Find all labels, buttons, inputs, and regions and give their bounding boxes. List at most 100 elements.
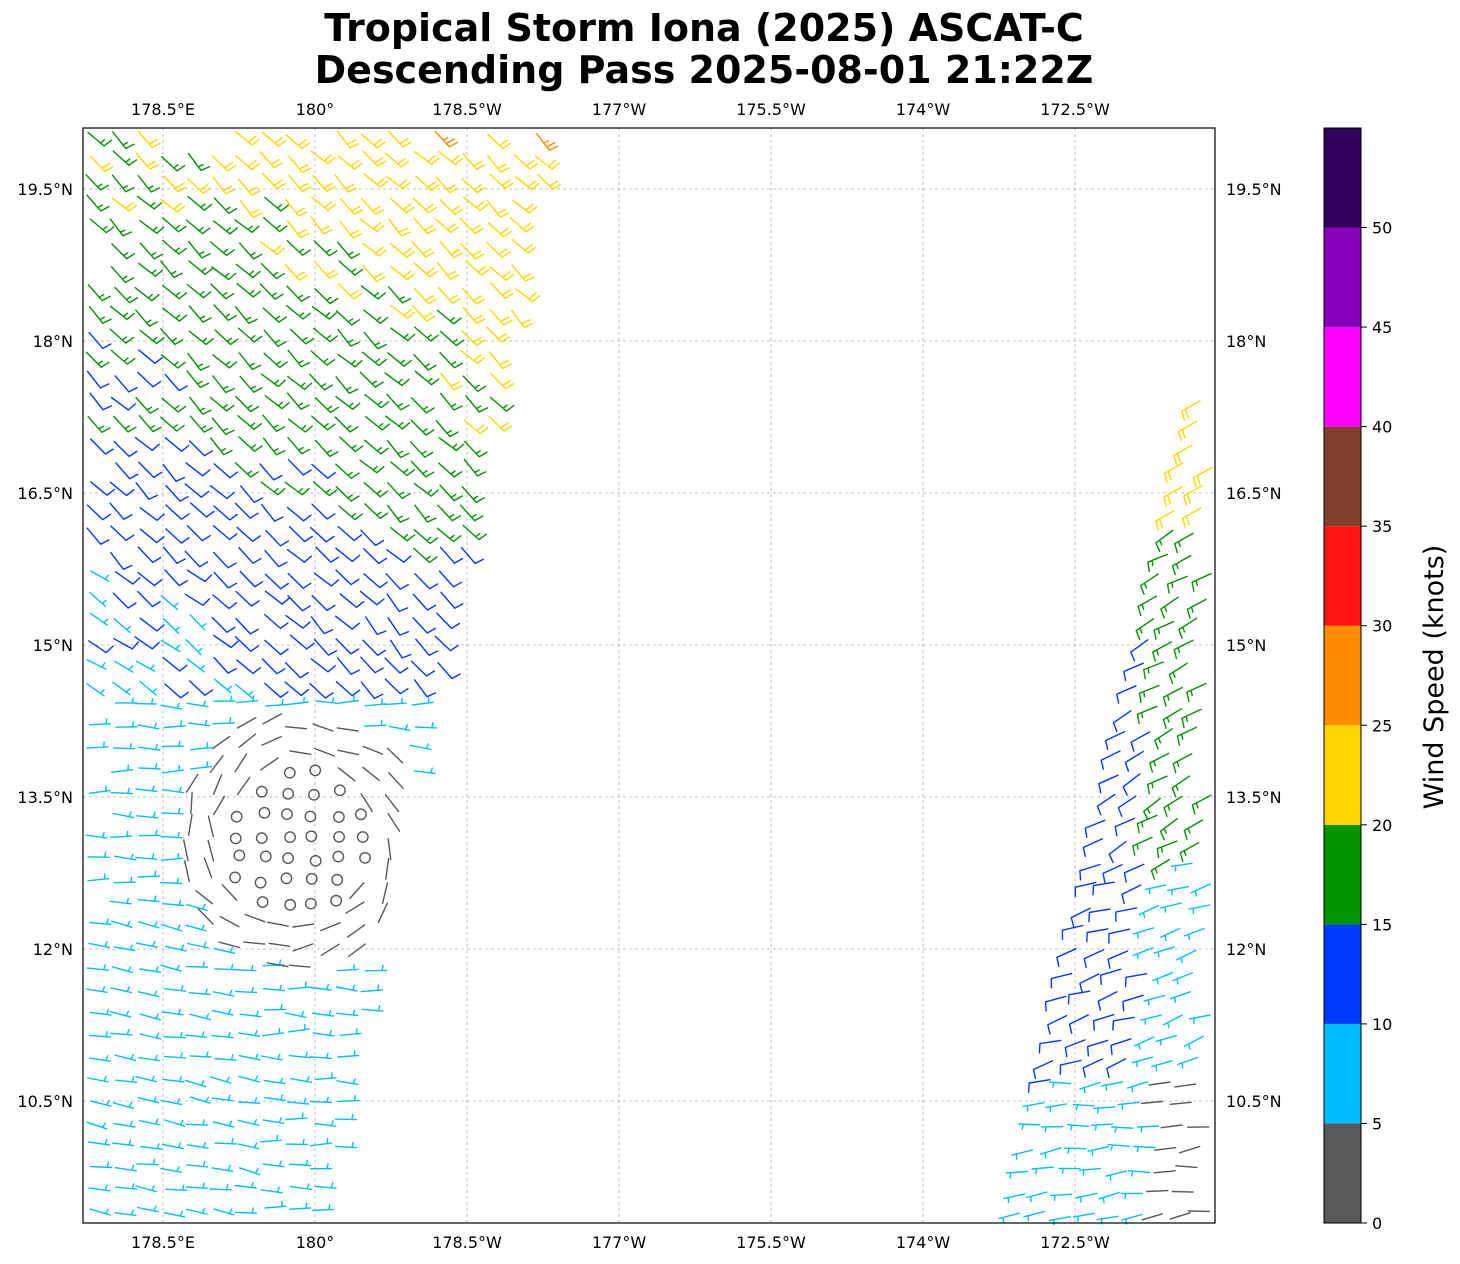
wind-barb [513,154,539,170]
wind-barb [160,831,183,839]
wind-barb [115,721,138,728]
wind-barb [188,440,213,457]
wind-barb [139,617,165,632]
wind-barb [160,198,186,213]
wind-barb [413,547,438,564]
x-tick-labels-bottom: 178.5°E 180° 178.5°W 177°W 175.5°W 174°W 172.5… [131,1233,1110,1252]
wind-barb [211,735,231,750]
wind-barb [239,570,264,588]
wind-barb [160,702,183,710]
wind-barb [211,417,235,436]
wind-barb [287,595,311,612]
wind-barb [346,924,366,938]
wind-barb [385,857,390,880]
wind-barb [288,981,311,990]
wind-barb [1155,529,1174,552]
wind-barb [261,172,286,190]
wind-barb [195,890,214,905]
wind-barb [160,328,184,346]
wind-barb [189,1013,212,1021]
wind-barb [161,764,185,774]
wind-barb [186,283,212,299]
wind-barb [1181,708,1202,728]
wind-barb-calm [281,808,293,820]
wind-barb [88,331,112,350]
wind-barb [286,392,310,410]
wind-barb [160,852,184,861]
wind-barb [336,695,359,704]
wind-barb [1120,1192,1143,1200]
wind-barb [337,1094,360,1103]
wind-barb [113,944,136,952]
wind-barb [138,262,164,277]
wind-barb [89,1208,111,1216]
wind-barb [113,618,132,634]
wind-barb [161,1008,184,1016]
wind-barb [140,1143,163,1150]
wind-barb [187,941,209,949]
wind-barb [184,1079,207,1088]
wind-barb [1115,907,1138,922]
y-tick-label-right: 19.5°N [1226,180,1282,199]
wind-barb [136,1158,159,1166]
wind-barb-calm [282,787,295,800]
wind-barb [139,507,165,521]
wind-barb [1148,1081,1171,1086]
wind-barb [109,305,135,320]
y-tick-labels-right: 19.5°N 18°N 16.5°N 15°N 13.5°N 12°N 10.5°N [1226,180,1282,1111]
wind-barb [160,260,183,279]
wind-barb [1172,972,1194,985]
wind-barb [238,546,262,564]
wind-barb [234,964,257,972]
wind-barb [1153,621,1175,640]
wind-barb [243,941,266,945]
wind-barb [164,683,189,699]
wind-barb [364,719,387,727]
wind-barb [364,503,389,519]
wind-barb [413,529,439,545]
wind-barb [310,526,335,543]
wind-barb [1171,1190,1194,1193]
wind-barb [90,1161,113,1169]
wind-barb [1152,641,1172,662]
map-background [83,128,1215,1223]
wind-barb [260,1186,283,1194]
wind-barb [163,1031,186,1039]
wind-barb [139,966,162,973]
wind-barb [188,240,211,259]
wind-barb-calm [305,872,318,885]
wind-barb [109,897,132,905]
wind-barb [237,1118,260,1126]
wind-barb [1143,797,1161,821]
wind-barb [998,1212,1020,1224]
x-tick-label-bottom: 177°W [592,1233,647,1252]
colorbar-bin-3 [1324,824,1361,925]
wind-barb [310,658,336,673]
wind-barb [1079,863,1101,881]
wind-barb-calm [254,876,267,889]
wind-barb [364,698,387,707]
wind-barb [135,941,158,948]
wind-barb [1130,639,1149,662]
wind-barb [337,328,360,347]
x-tick-label-bottom: 174°W [896,1233,951,1252]
wind-barb [185,219,211,235]
wind-barb [110,349,136,365]
wind-barb [1056,948,1077,967]
wind-barb [163,720,186,729]
wind-barb [164,944,187,952]
wind-barb [288,526,313,543]
wind-barb [439,546,464,564]
wind-barb [87,1075,110,1083]
wind-barb-calm [331,873,344,886]
wind-barb [437,462,463,478]
wind-barb [139,220,165,234]
wind-barb-calm [230,810,243,823]
wind-barb [189,396,212,415]
wind-barb [112,681,131,696]
wind-barb [335,547,361,562]
colorbar-tick-label: 35 [1372,517,1392,536]
wind-barb [188,260,214,275]
wind-barb [1079,1081,1101,1094]
wind-barb [438,570,463,588]
